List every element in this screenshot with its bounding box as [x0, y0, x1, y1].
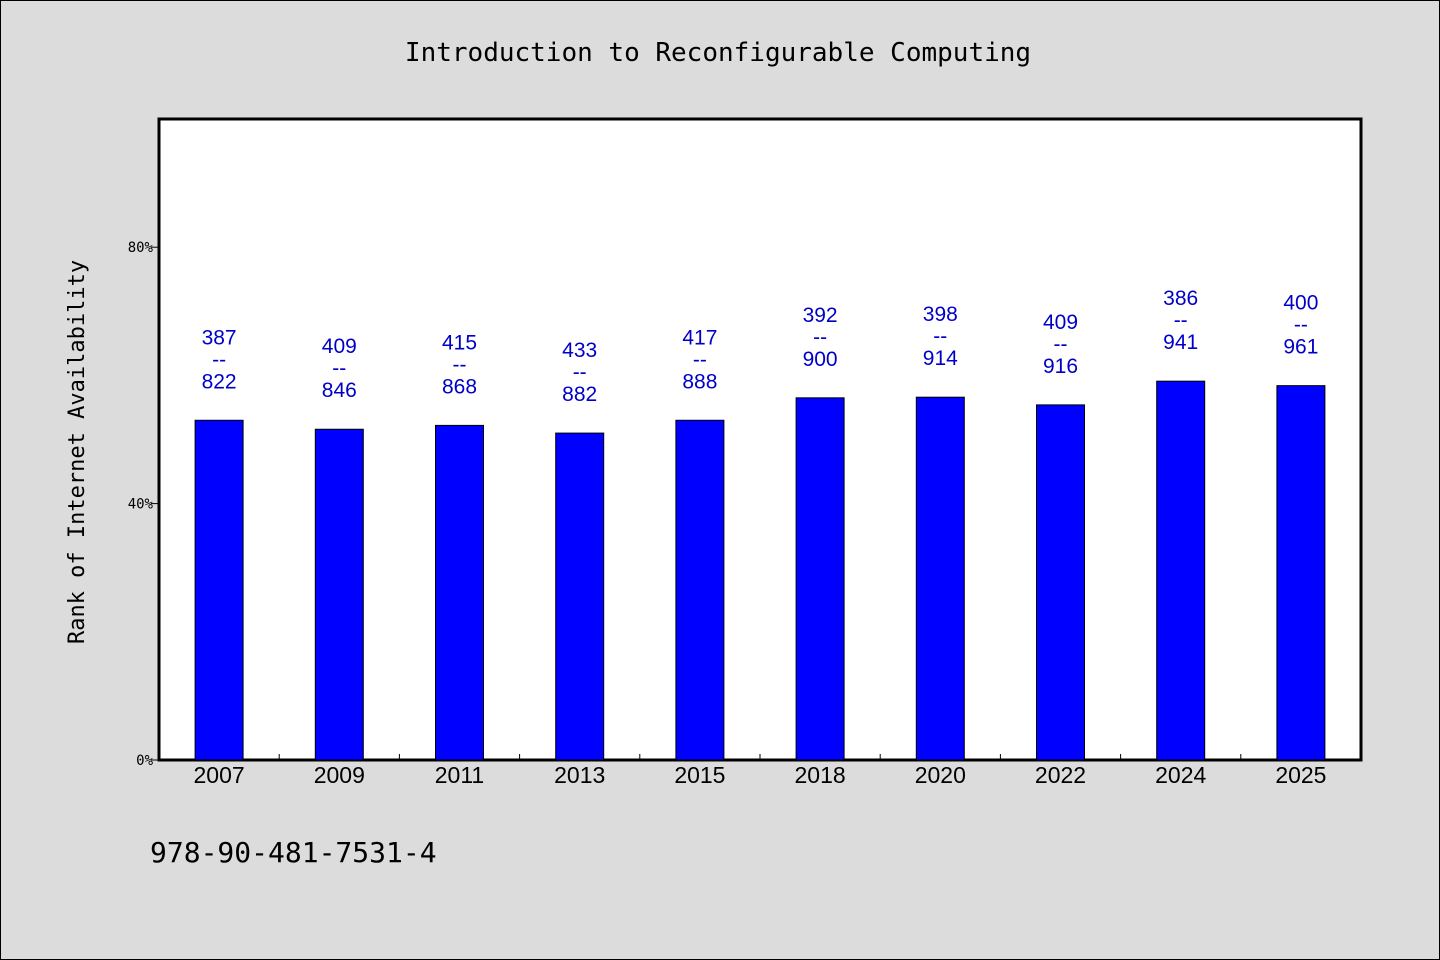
x-category-label: 2013 [554, 762, 605, 788]
bar [435, 424, 484, 761]
x-axis-ticks [278, 754, 1242, 760]
y-tick-label: 0% [136, 753, 153, 769]
bar [795, 397, 845, 761]
y-axis-ticks: 0% 40% 80% [128, 240, 159, 769]
bar-data-label: -- [1054, 333, 1068, 356]
bar-series [194, 380, 1326, 761]
x-category-label: 2020 [915, 762, 966, 788]
bar-data-label: 914 [923, 347, 958, 370]
bar [1036, 404, 1085, 761]
category-labels: 2007 2009 2011 2013 2015 2018 2020 2022 2024 2025 [194, 762, 1327, 788]
y-axis-label: Rank of Internet Availability [65, 260, 90, 644]
bar [194, 419, 244, 761]
bar-data-label: 846 [322, 379, 357, 402]
bar-data-label: 409 [322, 335, 357, 358]
x-category-label: 2025 [1275, 762, 1326, 788]
x-category-label: 2007 [194, 762, 245, 788]
bar-data-label: 433 [562, 339, 597, 362]
bar [1156, 380, 1206, 761]
bar-data-label: 417 [682, 326, 717, 349]
x-category-label: 2018 [795, 762, 846, 788]
chart-title: Introduction to Reconfigurable Computing [405, 38, 1031, 68]
bar-data-label: -- [693, 348, 707, 371]
bar-data-label: 822 [202, 370, 237, 393]
bar [915, 396, 965, 761]
isbn-footer: 978-90-481-7531-4 [150, 836, 437, 869]
y-tick-label: 80% [128, 240, 154, 256]
x-category-label: 2024 [1155, 762, 1206, 788]
bar-data-label: 916 [1043, 355, 1078, 378]
bar [314, 428, 364, 761]
bar-data-label: -- [453, 353, 467, 376]
bar-data-label: -- [933, 325, 947, 348]
y-tick-label: 40% [128, 497, 154, 513]
bar-data-label: 961 [1283, 336, 1318, 359]
bar-data-label: -- [813, 326, 827, 349]
bar [555, 432, 605, 761]
x-category-label: 2009 [314, 762, 365, 788]
data-labels: 387--822409--846415--868433--882417--888… [202, 287, 1319, 406]
bar-data-label: -- [212, 348, 226, 371]
x-category-label: 2022 [1035, 762, 1086, 788]
bar-data-label: -- [1294, 314, 1308, 337]
bar-data-label: 387 [202, 326, 237, 349]
bar-data-label: -- [1174, 309, 1188, 332]
bar-data-label: 888 [682, 370, 717, 393]
bar-data-label: 941 [1163, 331, 1198, 354]
bar [1276, 385, 1326, 761]
bar-data-label: 392 [803, 304, 838, 327]
bar-data-label: 409 [1043, 311, 1078, 334]
x-category-label: 2015 [674, 762, 725, 788]
bar [675, 419, 725, 761]
bar-data-label: 900 [803, 348, 838, 371]
bar-data-label: 400 [1283, 292, 1318, 315]
bar-data-label: 386 [1163, 287, 1198, 310]
bar-data-label: 415 [442, 331, 477, 354]
x-category-label: 2011 [435, 762, 484, 788]
bar-data-label: 398 [923, 303, 958, 326]
bar-data-label: 882 [562, 383, 597, 406]
bar-data-label: -- [573, 361, 587, 384]
bar-data-label: -- [332, 357, 346, 380]
bar-data-label: 868 [442, 375, 477, 398]
